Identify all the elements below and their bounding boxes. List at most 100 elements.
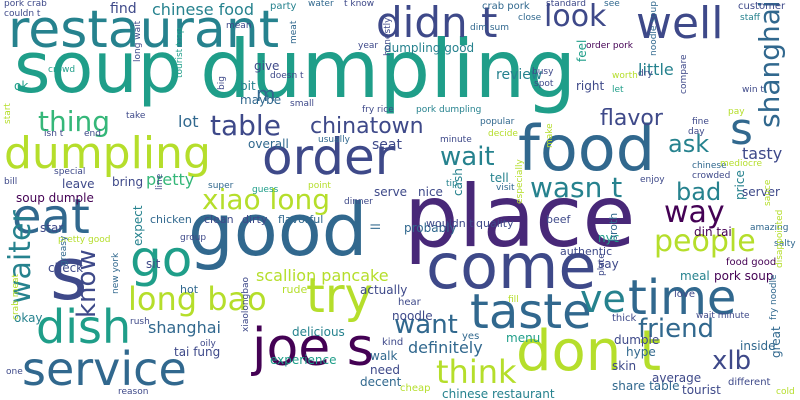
word-day: day: [688, 127, 705, 137]
word-way: way: [664, 195, 725, 230]
word-sauce: sauce: [763, 179, 773, 206]
word-special: special: [54, 167, 86, 177]
word-well: well: [636, 0, 724, 49]
word-sit: sit: [146, 257, 161, 271]
word-m: m: [256, 82, 276, 106]
word-hot: hot: [180, 283, 199, 296]
word-dumple: dumple: [614, 333, 660, 347]
word-small: small: [290, 99, 314, 109]
word-food-good: food good: [726, 257, 777, 268]
word-decide: decide: [488, 129, 518, 139]
word-ok: ok: [14, 79, 29, 93]
word-mean: mean: [226, 21, 252, 31]
word-reason: reason: [118, 387, 149, 397]
word-walk: walk: [370, 349, 398, 363]
word-scallion-pancake: scallion pancake: [256, 266, 389, 285]
word-pork-crab: pork crab: [4, 0, 47, 9]
word-tip: tip: [446, 179, 458, 189]
word-enjoy: enjoy: [640, 175, 665, 185]
word-pretty: pretty: [146, 170, 195, 189]
word-share-table: share table: [612, 379, 680, 393]
word-minute: minute: [440, 135, 472, 145]
word-broth: broth: [607, 212, 620, 242]
word-right: right: [576, 79, 605, 93]
word-compare: compare: [679, 54, 689, 95]
word-party: party: [270, 1, 297, 12]
word-soup-dumple: soup dumple: [16, 191, 94, 205]
word-check: check: [48, 261, 84, 275]
word-dinner: dinner: [344, 197, 373, 207]
word-lot: lot: [178, 112, 199, 131]
word-tell: tell: [490, 171, 509, 185]
word-visit: visit: [496, 183, 515, 193]
word-expect: expect: [131, 205, 145, 246]
word-look: look: [544, 0, 607, 34]
word-especially: especially: [515, 159, 525, 204]
word-maybe: maybe: [240, 93, 282, 107]
word-clean: clean: [204, 213, 234, 226]
word-xlb: xlb: [712, 346, 752, 376]
word-mediocre: mediocre: [720, 159, 763, 169]
word-review: review: [496, 67, 543, 83]
word-one: one: [6, 367, 23, 377]
word-wouldnt: wouldn t: [426, 217, 474, 230]
word-restaurant: restaurant: [8, 0, 280, 60]
word-take: take: [126, 111, 146, 121]
word-inside: inside: [740, 339, 776, 353]
word-flavorful: flavorful: [278, 213, 324, 226]
word-disappointed: disappointed: [775, 209, 785, 268]
word-plate: plate: [597, 253, 607, 276]
word-line: line: [155, 173, 165, 190]
word-joes: joe s: [252, 318, 374, 378]
word-crab-meat: crab meat: [11, 273, 21, 320]
word-try: try: [306, 268, 373, 324]
word-taste: taste: [470, 284, 592, 340]
word-new-york: new york: [111, 252, 121, 294]
word-long-bao: long bao: [128, 280, 267, 318]
word-beef: beef: [546, 213, 571, 226]
word-authentic: authentic: [560, 245, 613, 258]
word-kind: kind: [382, 337, 404, 348]
word-wasnt: wasn t: [530, 171, 623, 204]
word-group: group: [180, 233, 207, 243]
word-chinese: chinese: [692, 161, 727, 171]
word-eat: eat: [12, 189, 90, 245]
word-isnt: isn t: [44, 129, 64, 139]
word-different: different: [728, 377, 771, 388]
word-pork-soup: pork soup: [714, 269, 774, 283]
word-skin: skin: [612, 359, 637, 373]
word-staff: staff: [740, 13, 760, 23]
word-s-right: s: [730, 104, 753, 155]
word-go: go: [130, 230, 193, 288]
word-bring: bring: [112, 175, 144, 189]
word-cheap: cheap: [400, 383, 431, 394]
word-delicious: delicious: [292, 325, 345, 339]
word-pay: pay: [728, 107, 745, 117]
word-spot: spot: [534, 79, 554, 89]
word-tai-fung: tai fung: [174, 345, 221, 359]
word-soup: soup: [14, 27, 183, 109]
word-find: find: [110, 1, 137, 17]
word-come: come: [426, 230, 597, 303]
word-couldnt: couldn t: [4, 9, 41, 19]
word-think: think: [436, 353, 517, 391]
word-table: table: [210, 109, 281, 142]
word-chinese-food: chinese food: [152, 0, 254, 19]
word-dont: don t: [516, 319, 662, 384]
word-cold: cold: [776, 387, 795, 397]
word-point: point: [308, 181, 331, 191]
word-give: give: [254, 59, 280, 73]
word-actually: actually: [360, 283, 408, 297]
word-xiao-long: xiao long: [202, 183, 330, 216]
word-dirty: dirty: [242, 213, 268, 226]
word-see: see: [604, 0, 620, 9]
word-crab-pork: crab pork: [482, 1, 530, 12]
word-star: star: [40, 221, 64, 235]
word-dim-sum: dim sum: [470, 23, 510, 33]
word-chicken: chicken: [150, 213, 192, 226]
word-oily: oily: [200, 339, 216, 349]
word-usually: usually: [318, 135, 350, 145]
word-end: end: [84, 129, 101, 139]
word-close: close: [518, 13, 542, 23]
